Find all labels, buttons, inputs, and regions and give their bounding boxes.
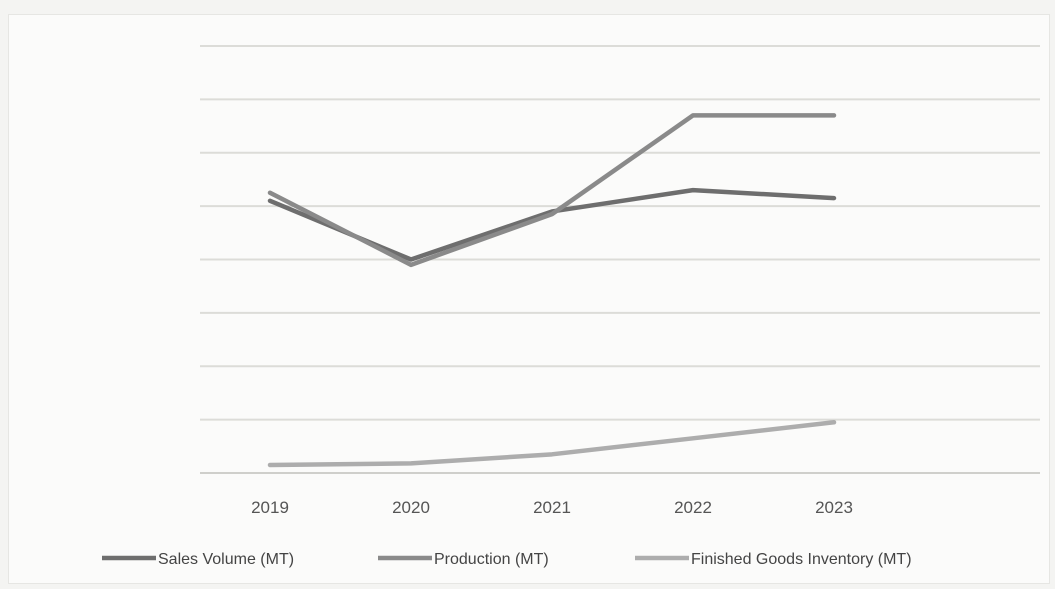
legend-item-0: Sales Volume (MT) [102,551,294,568]
x-axis-tick-labels: 2019 2020 2021 2022 2023 [251,498,853,517]
legend-item-1: Production (MT) [378,551,549,568]
grid-lines [200,45,1040,474]
series-line-0 [267,187,837,262]
series-line-2 [267,420,837,468]
legend-label-1: Production (MT) [434,551,549,568]
legend-label-0: Sales Volume (MT) [158,551,294,568]
legend-label-2: Finished Goods Inventory (MT) [691,551,912,568]
legend-item-2: Finished Goods Inventory (MT) [635,551,912,568]
series-lines [267,113,837,468]
x-tick-label-2020: 2020 [392,498,430,517]
x-tick-label-2022: 2022 [674,498,712,517]
legend: Sales Volume (MT) Production (MT) Finished… [102,551,912,568]
chart-frame [8,14,1050,584]
x-tick-label-2023: 2023 [815,498,853,517]
x-tick-label-2021: 2021 [533,498,571,517]
x-tick-label-2019: 2019 [251,498,289,517]
series-line-1 [267,113,837,268]
